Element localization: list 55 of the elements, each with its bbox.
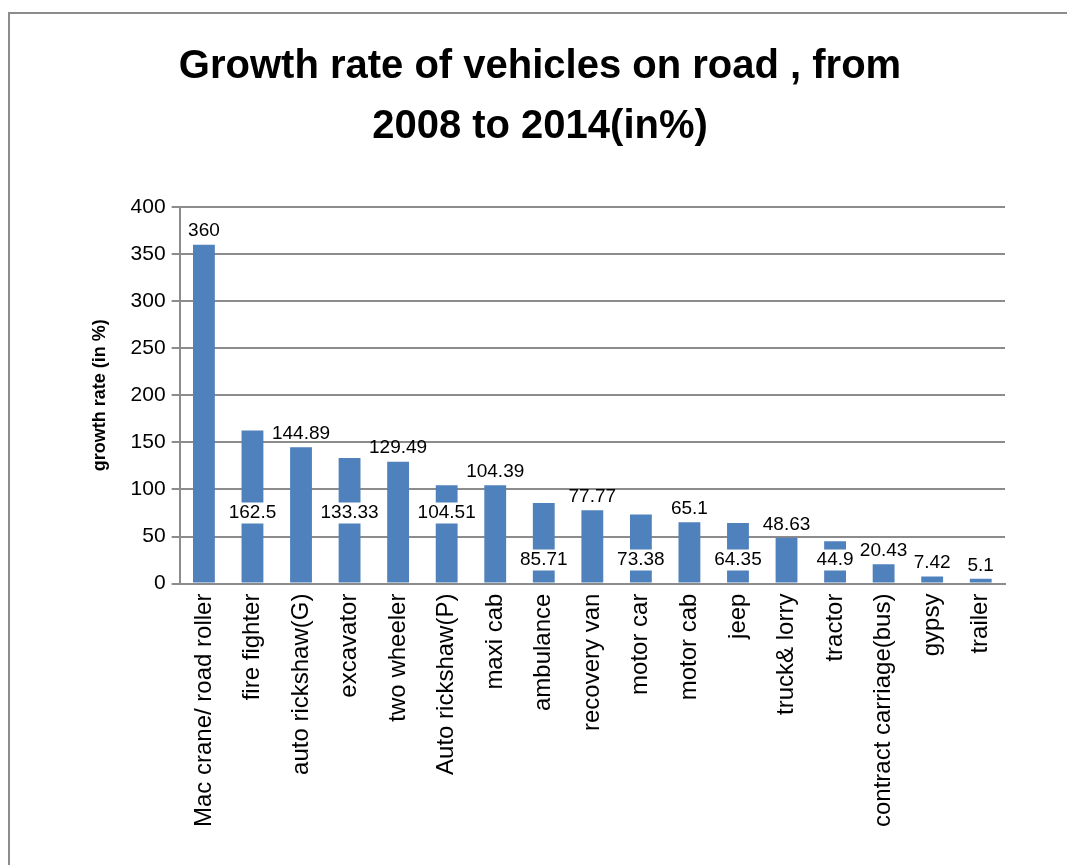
data-label: 7.42 — [913, 551, 951, 573]
y-tick-label: 200 — [130, 382, 166, 406]
y-tick-label: 100 — [130, 476, 166, 500]
x-tick-label: trailer — [965, 593, 993, 654]
x-tick-label: contract carriage(bus) — [868, 593, 896, 828]
y-axis-title: growth rate (in %) — [88, 319, 109, 472]
x-tick-label: jeep — [722, 593, 750, 640]
bar — [192, 244, 215, 583]
x-tick-label: truck& lorry — [771, 593, 799, 715]
y-tick-label: 350 — [130, 240, 166, 264]
y-tick-label: 300 — [130, 287, 166, 311]
y-tick-label: 50 — [142, 523, 166, 547]
bar — [872, 564, 895, 583]
bar — [387, 461, 410, 583]
data-label: 129.49 — [369, 436, 428, 458]
data-label: 77.77 — [568, 485, 617, 507]
bar — [290, 447, 312, 583]
data-label: 144.89 — [271, 421, 331, 443]
x-tick-label: ambulance — [528, 593, 556, 711]
x-tick-label: fire fighter — [237, 593, 265, 701]
x-tick-label: Mac crane/ road roller — [188, 593, 216, 828]
y-tick-label: 150 — [130, 429, 166, 453]
x-tick-label: two wheeler — [382, 593, 410, 722]
bar — [484, 485, 507, 583]
bar — [678, 522, 701, 583]
data-label: 162.5 — [228, 501, 277, 523]
data-label: 360 — [188, 219, 220, 241]
data-label: 104.39 — [466, 460, 525, 482]
x-tick-label: motor car — [625, 593, 653, 695]
x-tick-label: tractor — [819, 593, 847, 662]
chart-title: Growth rate of vehicles on road , from 2008 to 2014(in%) — [177, 41, 903, 148]
bar — [969, 578, 992, 583]
data-label: 104.51 — [417, 501, 476, 523]
x-tick-label: gypsy — [916, 593, 944, 657]
y-tick-label: 400 — [130, 193, 166, 217]
x-tick-label: motor cab — [674, 593, 702, 701]
data-label: 64.35 — [714, 548, 762, 570]
data-label: 73.38 — [617, 548, 665, 570]
x-tick-label: recovery van — [576, 593, 604, 731]
x-tick-label: Auto rickshaw(P) — [431, 593, 459, 775]
data-label: 20.43 — [859, 539, 908, 561]
data-label: 85.71 — [519, 548, 568, 570]
y-tick-label: 0 — [153, 570, 166, 594]
bar — [581, 510, 604, 583]
bar — [921, 576, 944, 583]
x-tick-label: auto rickshaw(G) — [285, 593, 313, 775]
x-tick-label: maxi cab — [479, 593, 507, 690]
data-label: 48.63 — [762, 512, 811, 534]
data-label: 133.33 — [320, 501, 379, 523]
data-label: 44.9 — [816, 548, 854, 570]
y-tick-label: 250 — [130, 335, 166, 359]
x-tick-label: excavator — [334, 593, 362, 698]
data-label: 5.1 — [967, 553, 994, 575]
data-label: 65.1 — [670, 497, 708, 519]
bar — [775, 537, 798, 583]
